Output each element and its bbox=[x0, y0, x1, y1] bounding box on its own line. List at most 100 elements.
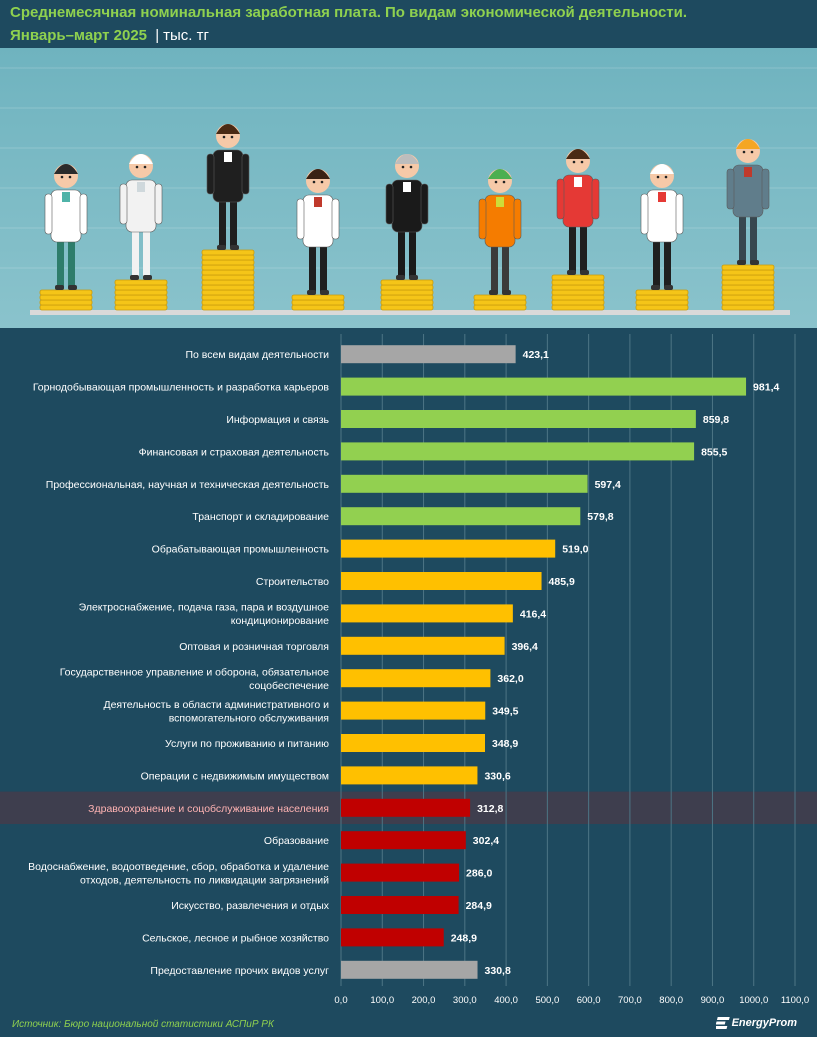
doctor-icon bbox=[44, 164, 88, 290]
data-label: 286,0 bbox=[466, 868, 492, 880]
coin-stack bbox=[380, 279, 434, 311]
bar bbox=[341, 474, 588, 493]
builder-icon bbox=[726, 139, 770, 265]
bar bbox=[341, 410, 696, 428]
data-label: 485,9 bbox=[549, 576, 575, 588]
data-label: 519,0 bbox=[562, 544, 588, 556]
category-label: Искусство, развлечения и отдых bbox=[171, 900, 330, 912]
data-label: 302,4 bbox=[473, 835, 499, 847]
category-label: Деятельность в области административного… bbox=[103, 699, 329, 711]
x-tick-label: 1000,0 bbox=[739, 995, 768, 1006]
data-label: 248,9 bbox=[451, 932, 477, 944]
bar bbox=[341, 960, 478, 979]
category-label: кондиционирование bbox=[231, 615, 329, 627]
street-cleaner-icon bbox=[478, 169, 522, 295]
data-label: 859,8 bbox=[703, 414, 729, 426]
data-label: 330,8 bbox=[485, 965, 511, 977]
unit-label: | тыс. тг bbox=[155, 27, 209, 44]
x-tick-label: 200,0 bbox=[412, 995, 436, 1006]
x-tick-label: 900,0 bbox=[701, 995, 725, 1006]
x-tick-label: 400,0 bbox=[494, 995, 518, 1006]
category-label: Финансовая и страховая деятельность bbox=[139, 446, 330, 458]
coin-stack bbox=[201, 249, 255, 311]
data-label: 597,4 bbox=[595, 479, 621, 491]
category-label: Горнодобывающая промышленность и разрабо… bbox=[33, 382, 330, 394]
bar bbox=[341, 539, 556, 558]
bar bbox=[341, 734, 486, 752]
category-label: Оптовая и розничная торговля bbox=[179, 641, 329, 653]
chart-header: Среднемесячная номинальная заработная пл… bbox=[0, 0, 817, 48]
bar bbox=[341, 442, 695, 461]
bar bbox=[341, 928, 444, 947]
bar bbox=[341, 798, 471, 817]
judge-icon bbox=[385, 154, 429, 280]
x-tick-label: 600,0 bbox=[577, 995, 601, 1006]
logo-text: EnergyProm bbox=[731, 1017, 797, 1029]
x-tick-label: 700,0 bbox=[618, 995, 642, 1006]
x-tick-label: 500,0 bbox=[535, 995, 559, 1006]
chef-icon bbox=[640, 164, 684, 290]
bar bbox=[341, 507, 581, 526]
category-label: Водоснабжение, водоотведение, сбор, обра… bbox=[28, 861, 329, 873]
source-note: Источник: Бюро национальной статистики А… bbox=[12, 1019, 274, 1030]
x-tick-label: 800,0 bbox=[659, 995, 683, 1006]
data-label: 423,1 bbox=[523, 349, 549, 361]
bar-chart: 423,1 По всем видам деятельности 981,4 Горн… bbox=[0, 328, 817, 1008]
bar bbox=[341, 831, 466, 850]
coin-stack bbox=[114, 279, 168, 311]
category-label: соцобеспечение bbox=[249, 680, 329, 692]
period-label: Январь–март 2025 bbox=[10, 27, 148, 44]
category-label: вспомогательного обслуживания bbox=[169, 712, 329, 724]
x-tick-label: 300,0 bbox=[453, 995, 477, 1006]
protective-suit-worker-icon bbox=[119, 154, 163, 280]
data-label: 855,5 bbox=[701, 446, 727, 458]
x-tick-label: 100,0 bbox=[370, 995, 394, 1006]
bar bbox=[341, 701, 486, 720]
bar bbox=[341, 766, 478, 785]
category-label: Электроснабжение, подача газа, пара и во… bbox=[79, 602, 330, 614]
bar bbox=[341, 669, 491, 688]
data-label: 579,8 bbox=[587, 511, 613, 523]
data-label: 396,4 bbox=[512, 641, 538, 653]
chart-subtitle: Январь–март 2025 | тыс. тг bbox=[10, 27, 209, 44]
logo-icon bbox=[715, 1017, 730, 1029]
bar bbox=[341, 636, 505, 655]
title-separator: | bbox=[155, 27, 160, 44]
category-label: Образование bbox=[264, 835, 329, 847]
chart-footer: Источник: Бюро национальной статистики А… bbox=[0, 1008, 817, 1037]
bar bbox=[341, 572, 542, 590]
category-label: Операции с недвижимым имуществом bbox=[141, 770, 329, 782]
bar bbox=[341, 604, 513, 623]
category-label: Обрабатывающая промышленность bbox=[152, 544, 330, 556]
unit-text: тыс. тг bbox=[163, 27, 209, 44]
data-label: 312,8 bbox=[477, 803, 503, 815]
energyprom-logo: EnergyProm bbox=[715, 1016, 797, 1030]
category-label: Транспорт и складирование bbox=[192, 511, 329, 523]
illustration-floor bbox=[30, 310, 790, 315]
coin-stack bbox=[721, 264, 775, 311]
waitress-icon bbox=[556, 149, 600, 275]
coin-stack bbox=[39, 289, 93, 311]
x-tick-label: 0,0 bbox=[334, 995, 347, 1006]
bar bbox=[341, 377, 747, 396]
category-label: Здравоохранение и соцобслуживание населе… bbox=[88, 803, 329, 815]
bar bbox=[341, 863, 460, 882]
teacher-icon bbox=[296, 169, 340, 295]
data-label: 362,0 bbox=[497, 673, 523, 685]
bar bbox=[341, 896, 459, 914]
data-label: 981,4 bbox=[753, 382, 779, 394]
businesswoman-icon bbox=[206, 124, 250, 250]
category-label: Государственное управление и оборона, об… bbox=[60, 666, 329, 678]
category-label: Услуги по проживанию и питанию bbox=[165, 738, 329, 750]
category-label: Предоставление прочих видов услуг bbox=[150, 965, 329, 977]
category-label: Информация и связь bbox=[226, 414, 329, 426]
data-label: 348,9 bbox=[492, 738, 518, 750]
category-label: Профессиональная, научная и техническая … bbox=[46, 479, 330, 491]
bar bbox=[341, 345, 516, 364]
coin-stack bbox=[635, 289, 689, 311]
coin-stack bbox=[291, 294, 345, 311]
category-label: отходов, деятельность по ликвидации загр… bbox=[80, 874, 329, 886]
coin-stack bbox=[551, 274, 605, 311]
coin-stack bbox=[473, 294, 527, 311]
x-tick-label: 1100,0 bbox=[781, 995, 809, 1006]
